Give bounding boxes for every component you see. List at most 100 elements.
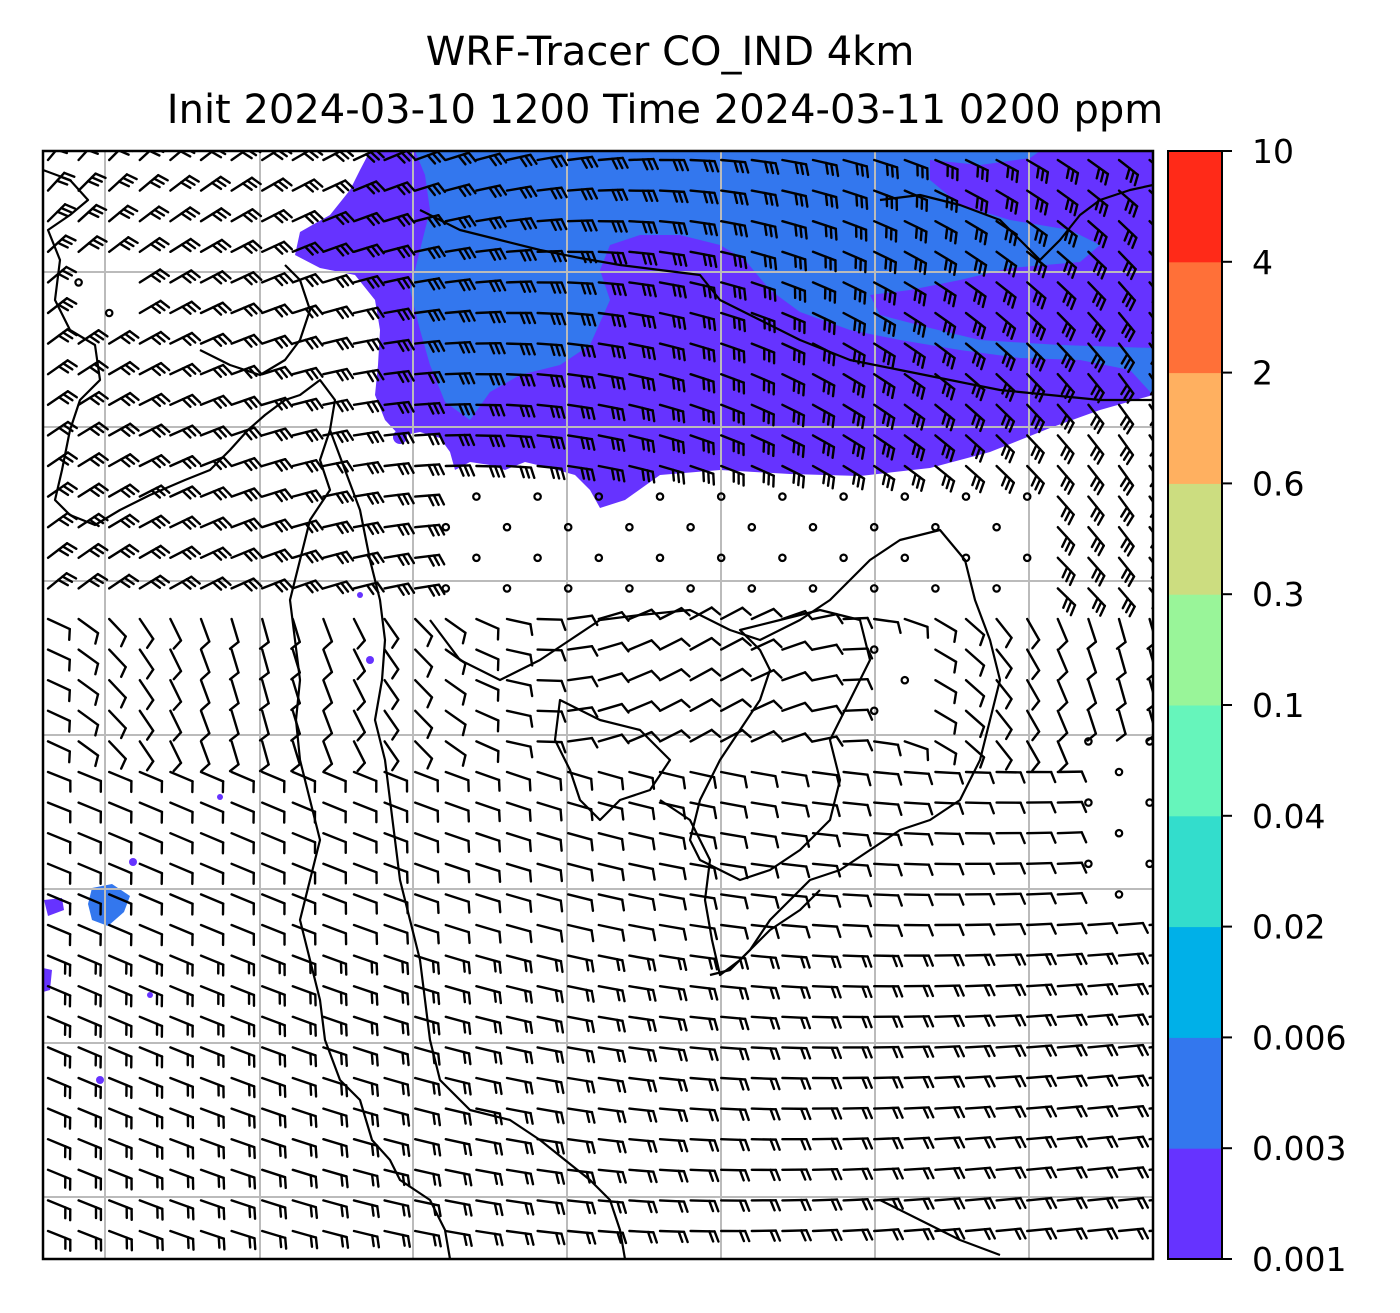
wind-barb-feather [646,408,651,422]
wind-barb-feather [1049,953,1057,966]
wind-barb-feather [309,1234,314,1248]
wind-barb [842,739,869,743]
wind-barb [842,1137,869,1141]
wind-barb-feather [855,193,859,207]
wind-barb-feather [945,446,952,459]
wind-barb-feather [432,371,440,384]
wind-barb-feather [835,1016,842,1029]
wind-barb-feather [671,438,676,452]
wind-barb [230,893,255,905]
wind-barb-feather [973,258,979,271]
wind-barb-feather [100,151,102,152]
wind-barb-feather [61,300,74,309]
wind-barb-feather [529,280,537,293]
wind-barb-feather [1041,265,1048,279]
wind-barb-feather [853,318,857,332]
wind-barb-feather [432,1233,437,1247]
wind-barb-feather [1127,361,1135,374]
wind-barb-feather [835,674,844,686]
wind-barb-feather [590,250,598,264]
wind-barb-feather [1128,201,1135,215]
wind-barb-feather [866,924,873,938]
wind-barb-feather [488,280,496,293]
wind-barb-feather [252,517,263,528]
wind-barb-feather [1014,1105,1022,1118]
wind-barb-feather [856,413,861,427]
wind-barb-feather [339,212,350,224]
wind-barb-feather [590,1141,596,1155]
wind-barb [383,648,400,671]
wind-barb-feather [124,455,136,465]
wind-barb-feather [222,456,232,467]
wind-barb [597,641,624,651]
wind-barb-feather [432,246,441,259]
wind-barb-feather [498,1021,503,1035]
wind-barb [781,801,808,808]
wind-barb-feather [585,1079,591,1093]
wind-barb [138,770,164,783]
wind-barb-feather [1093,509,1102,522]
wind-barb-feather [432,463,440,476]
wind-barb-feather [528,839,532,853]
wind-barb-feather [681,379,686,393]
wind-barb-feather [524,1080,529,1094]
wind-barb [811,954,839,959]
wind-barb [199,923,225,936]
wind-barb-feather [805,1198,812,1212]
wind-barb-feather [616,345,621,359]
wind-barb-feather [128,391,140,402]
calm-wind-marker [1084,737,1093,746]
wind-barb-feather [774,1108,781,1121]
wind-barb-feather [1080,831,1088,844]
wind-barb-feather [861,385,866,399]
wind-barb-feather [958,802,965,815]
wind-barb-feather [803,640,814,652]
wind-barb-feather [590,345,597,358]
wind-barb [873,1076,900,1080]
wind-barb-feather [590,282,597,296]
wind-barb [414,801,439,813]
wind-barb-feather [1037,421,1045,434]
wind-barb-feather [555,218,563,231]
wind-barb [383,679,400,702]
wind-barb-feather [370,182,381,193]
wind-barb-feather [682,285,687,299]
wind-barb-feather [835,895,842,908]
wind-barb-feather [356,761,366,773]
wind-barb-feather [830,1016,837,1029]
wind-barb-feather [952,1014,960,1028]
wind-barb-feather [792,470,796,484]
wind-barb [77,770,103,783]
colorbar-segment [1168,261,1222,374]
wind-barb-feather [743,775,748,789]
wind-barb-feather [154,302,166,312]
wind-barb-feather [314,428,324,440]
wind-barb-feather [437,1113,442,1127]
wind-barb [750,1107,777,1111]
wind-barb-feather [499,434,506,448]
wind-barb-feather [951,325,957,339]
calm-wind-marker [1084,859,1093,869]
wind-barb-feather [221,332,232,343]
wind-barb [414,617,434,638]
wind-barb-feather [732,284,737,298]
wind-barb-feather [304,461,314,473]
wind-barb-feather [432,433,440,446]
wind-barb [934,648,958,663]
wind-barb-feather [150,397,162,408]
wind-barb-feather [436,151,447,162]
wind-barb-feather [1086,732,1098,742]
wind-barb-feather [1008,481,1015,494]
wind-barb-feather [702,346,706,360]
wind-barb-feather [371,492,380,504]
wind-barb-feather [590,898,595,913]
wind-barb-feather [774,986,781,1000]
wind-barb-feather [682,222,689,236]
wind-barb-feather [145,668,155,680]
wind-barb-feather [621,283,627,297]
wind-barb-feather [345,1084,349,1098]
wind-barb-feather [620,702,630,714]
wind-barb-feather [1049,1227,1058,1240]
wind-barb-feather [273,338,284,349]
wind-barb-feather [1074,171,1080,185]
